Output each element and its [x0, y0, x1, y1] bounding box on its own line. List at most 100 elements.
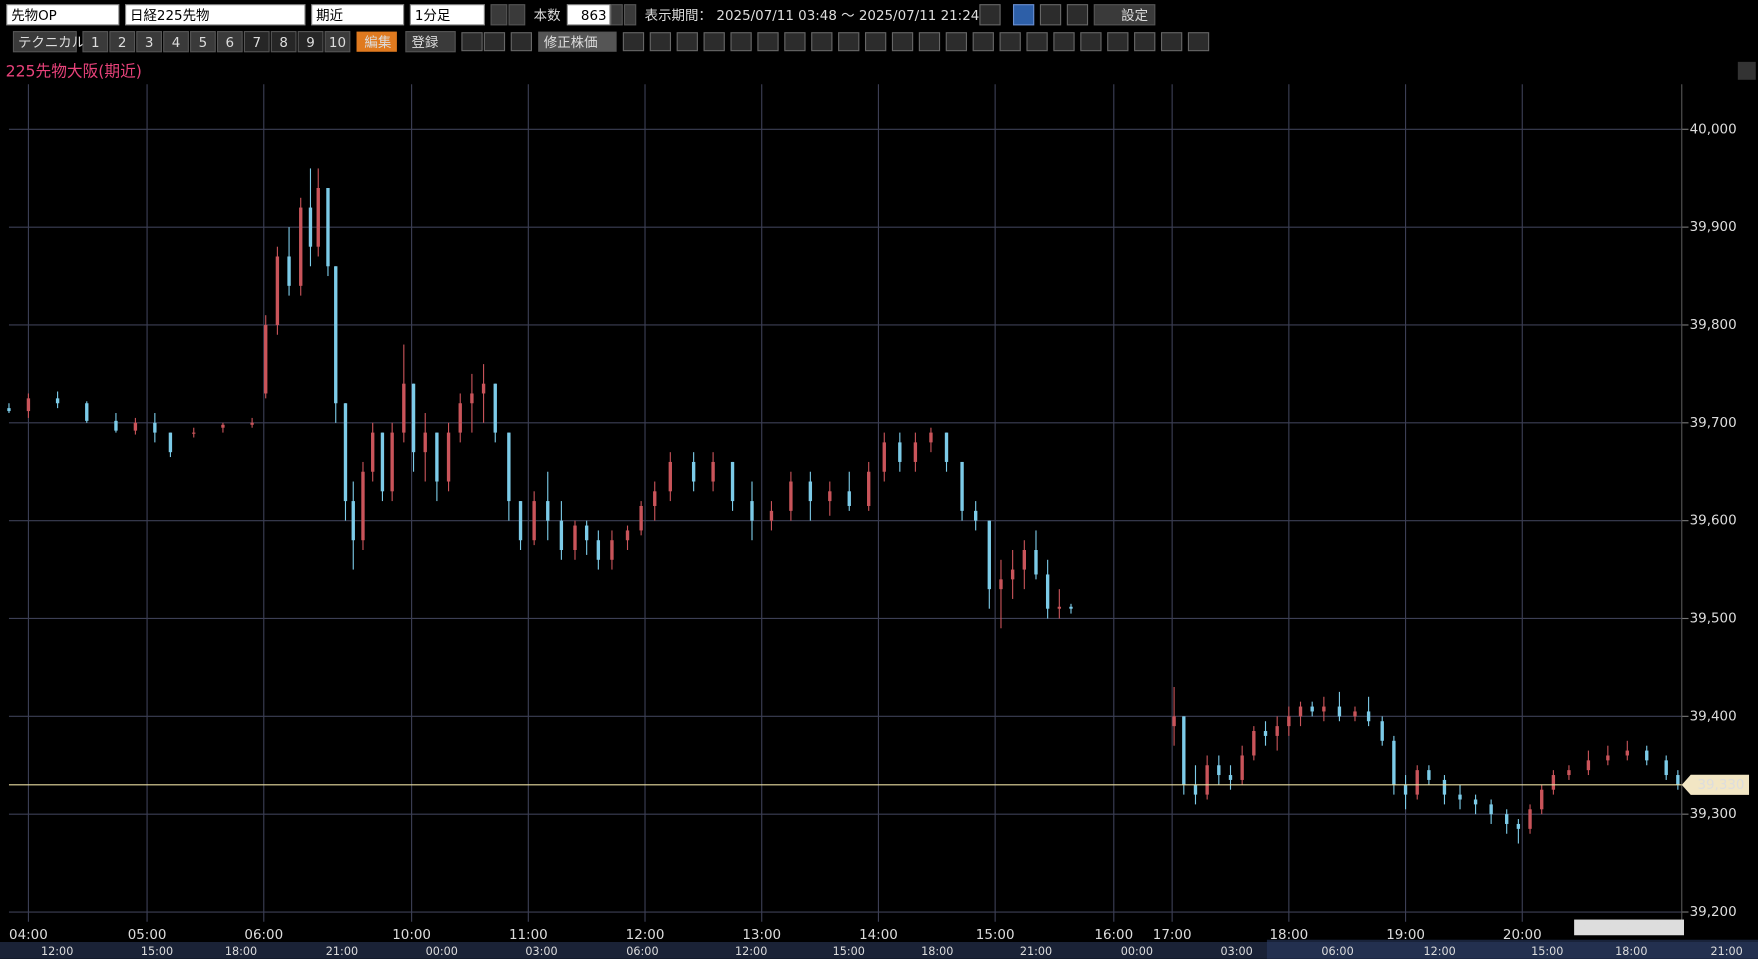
preset-label: 8: [279, 36, 288, 51]
candle-body: [1586, 760, 1591, 771]
adjusted-button[interactable]: [538, 31, 617, 52]
candle-body: [1275, 726, 1279, 736]
reset-button[interactable]: [979, 4, 1001, 26]
contract-select[interactable]: [311, 4, 405, 26]
candle-body: [596, 540, 601, 560]
tool-icon[interactable]: [1080, 32, 1102, 52]
bars-step[interactable]: [623, 4, 637, 26]
tool-icon[interactable]: [649, 32, 672, 52]
candle-body: [1458, 794, 1462, 800]
candle-body: [808, 481, 813, 502]
settings-button[interactable]: [1093, 4, 1156, 26]
tool-icon[interactable]: [784, 32, 806, 52]
candle-body: [1540, 789, 1544, 810]
preset-button[interactable]: [324, 31, 351, 53]
candle-body: [26, 398, 31, 412]
register: 登録: [411, 35, 438, 51]
preset-button[interactable]: [190, 31, 216, 53]
tool-icon[interactable]: [703, 32, 725, 52]
tool-icon[interactable]: [1053, 32, 1075, 52]
candle-body: [1442, 779, 1447, 795]
candle-body: [610, 540, 614, 560]
tool-icon[interactable]: [838, 32, 860, 52]
prev-button[interactable]: [490, 4, 508, 26]
x-tick-label: 18:00: [1269, 928, 1308, 943]
chart-toggle[interactable]: [1012, 4, 1035, 26]
bars-input[interactable]: [566, 4, 611, 26]
candle-body: [882, 442, 886, 472]
preset-label: 1: [91, 36, 100, 51]
zoom-icon[interactable]: [461, 32, 483, 52]
preset-button[interactable]: [82, 31, 109, 53]
tool-icon[interactable]: [622, 32, 645, 52]
navigator-window[interactable]: [1266, 939, 1758, 959]
candle-body: [929, 432, 933, 443]
navigator-label: 03:00: [1221, 945, 1253, 958]
y-tick-label: 39,800: [1690, 318, 1737, 333]
preset-button[interactable]: [109, 31, 136, 53]
tool-icon[interactable]: [864, 32, 887, 52]
candle-body: [308, 207, 313, 247]
panel-toggle[interactable]: [1737, 61, 1756, 80]
tool-icon[interactable]: [972, 32, 994, 52]
x-tick-label: 05:00: [128, 928, 167, 943]
tool-icon[interactable]: [676, 32, 698, 52]
candle-body: [351, 501, 355, 541]
edit-button[interactable]: [356, 31, 397, 52]
tool-icon[interactable]: [1026, 32, 1048, 52]
next-button[interactable]: [508, 4, 526, 26]
candle-body: [711, 461, 715, 482]
candle-body: [493, 383, 497, 433]
candle-body: [343, 403, 348, 502]
x-tick-label: 12:00: [626, 928, 665, 943]
tool-icon[interactable]: [891, 32, 914, 52]
candle-body: [1263, 731, 1268, 736]
register-button[interactable]: [405, 31, 456, 53]
instrument-select[interactable]: [125, 4, 306, 26]
tool-icon[interactable]: [730, 32, 752, 52]
candle-body: [435, 432, 439, 482]
candle-body: [85, 403, 89, 421]
preset-button[interactable]: [216, 31, 243, 53]
candle-body: [371, 432, 375, 472]
print-button[interactable]: [1039, 4, 1062, 26]
technical-button[interactable]: [12, 31, 77, 53]
preset-label: 6: [226, 36, 235, 51]
y-tick-label: 39,300: [1690, 807, 1737, 822]
candle-body: [730, 461, 735, 502]
preset-button[interactable]: [297, 31, 324, 53]
candle-body: [133, 422, 138, 431]
preset-button[interactable]: [243, 31, 270, 53]
tool-icon[interactable]: [999, 32, 1021, 52]
candle-body: [334, 266, 338, 404]
settings: 設定: [1121, 8, 1148, 24]
market-select[interactable]: [6, 4, 120, 26]
candle-body: [653, 491, 657, 506]
preset-button[interactable]: [163, 31, 189, 53]
candle-body: [446, 432, 451, 482]
navigator-label: 06:00: [1321, 945, 1353, 958]
tool-icon[interactable]: [1134, 32, 1156, 52]
candle-body: [275, 256, 280, 325]
tool-icon[interactable]: [1107, 32, 1129, 52]
tool-icon[interactable]: [918, 32, 941, 52]
preset-button[interactable]: [136, 31, 163, 53]
candle-body: [913, 442, 918, 462]
interval-select[interactable]: [409, 4, 485, 26]
candle-body: [1298, 706, 1303, 717]
zoom-icon[interactable]: [510, 32, 532, 52]
candle-body: [1489, 804, 1493, 815]
export-button[interactable]: [1066, 4, 1089, 26]
bars-dropdown[interactable]: [610, 4, 623, 26]
zoom-icon[interactable]: [483, 32, 506, 52]
preset-button[interactable]: [270, 31, 297, 53]
candle-body: [828, 491, 832, 502]
tool-icon[interactable]: [1187, 32, 1210, 52]
navigator-label: 12:00: [1423, 945, 1455, 958]
candle-body: [1403, 784, 1408, 795]
tool-icon[interactable]: [757, 32, 779, 52]
candle-body: [1415, 770, 1419, 795]
tool-icon[interactable]: [1160, 32, 1183, 52]
tool-icon[interactable]: [945, 32, 968, 52]
tool-icon[interactable]: [811, 32, 833, 52]
